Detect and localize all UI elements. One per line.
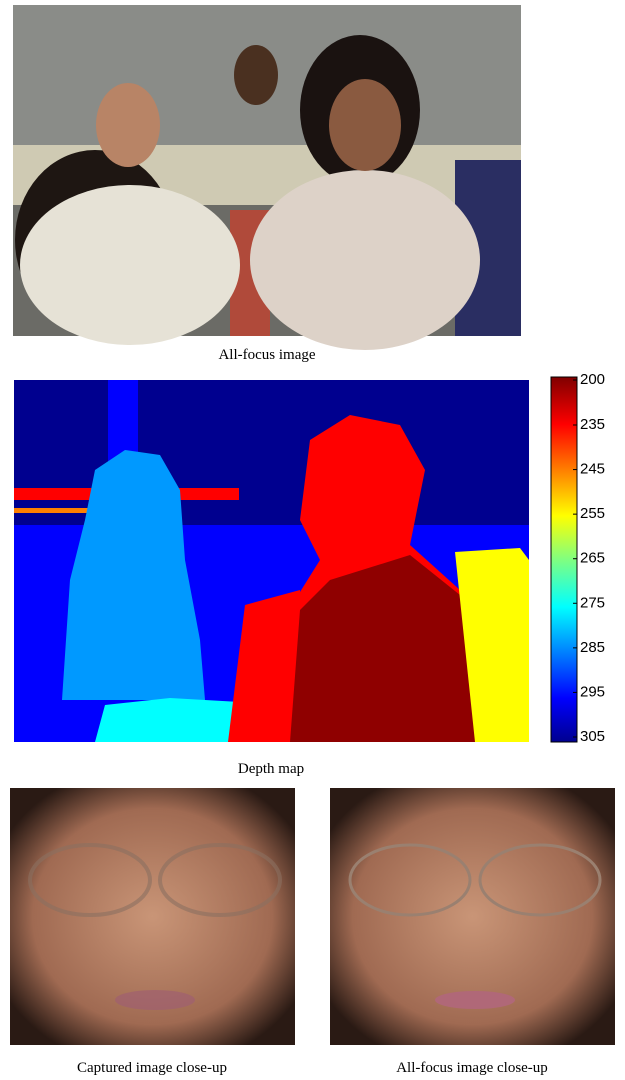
colorbar-tick-label: 255 [580, 505, 605, 522]
colorbar [550, 376, 578, 743]
colorbar-tick-label: 305 [580, 728, 605, 745]
colorbar-tick-label: 265 [580, 550, 605, 567]
caption: Captured image close-up [77, 1060, 227, 1076]
depth-map [14, 380, 529, 742]
all-focus-photo [13, 5, 521, 350]
colorbar-tick-label: 235 [580, 416, 605, 433]
caption: All-focus image [218, 347, 315, 363]
colorbar-tick-label: 275 [580, 594, 605, 611]
captured-closeup [10, 788, 295, 1045]
caption: All-focus image close-up [396, 1060, 548, 1076]
colorbar-tick-label: 285 [580, 639, 605, 656]
colorbar-tick-label: 245 [580, 461, 605, 478]
colorbar-tick-label: 295 [580, 683, 605, 700]
colorbar-ticks: 200 235 245 255 265 275 285 295 305 [573, 371, 605, 745]
all-focus-closeup [330, 788, 615, 1045]
caption: Depth map [238, 761, 304, 777]
colorbar-tick-label: 200 [580, 371, 605, 388]
